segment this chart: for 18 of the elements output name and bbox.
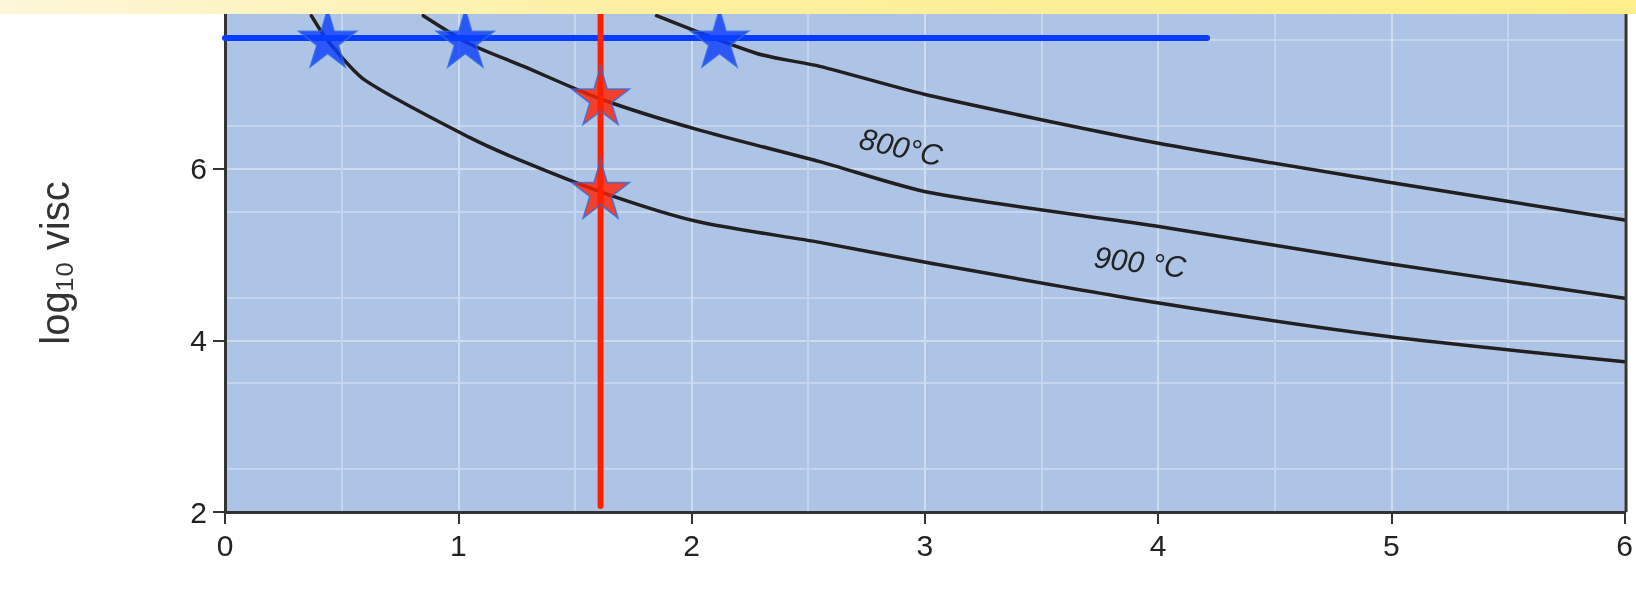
- point: [570, 65, 631, 126]
- x-tick-label: 1: [449, 528, 467, 562]
- x-tick-label: 6: [1616, 528, 1633, 562]
- line-series: [654, 13, 1627, 222]
- x-tick-label: 3: [916, 528, 934, 562]
- x-tick-label: 2: [683, 528, 700, 562]
- line-series: [309, 13, 1627, 364]
- annotation: 900 °C: [1092, 240, 1188, 284]
- y-axis-title: log₁₀ visc: [33, 181, 77, 345]
- point: [570, 159, 631, 219]
- annotation: 800°C: [856, 121, 946, 173]
- x-tick-label: 5: [1383, 528, 1400, 562]
- x-tick-label: 0: [216, 528, 234, 562]
- y-tick-label: 6: [190, 152, 207, 186]
- y-tick-label: 4: [190, 323, 207, 357]
- line-series: [421, 13, 1627, 300]
- x-tick-label: 4: [1149, 528, 1167, 562]
- y-tick-label: 2: [190, 495, 207, 529]
